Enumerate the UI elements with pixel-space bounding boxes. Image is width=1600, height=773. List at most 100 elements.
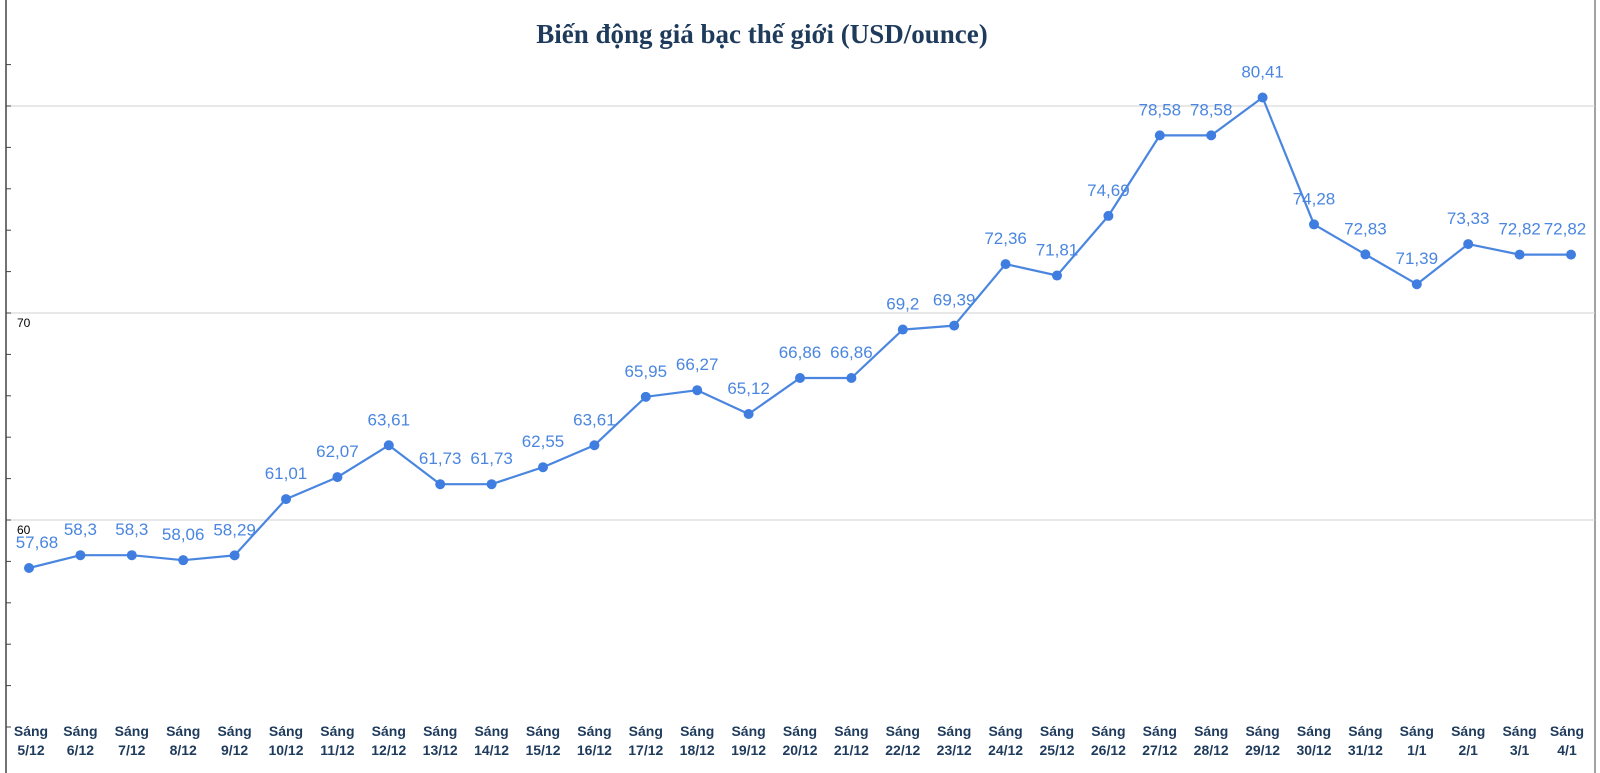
x-tick-label-line2: 14/12 (474, 742, 509, 758)
x-tick-label-line2: 7/12 (118, 742, 145, 758)
data-label: 78,58 (1190, 100, 1233, 119)
data-label: 69,39 (933, 291, 976, 310)
data-point (178, 555, 189, 566)
x-tick-label-line2: 18/12 (680, 742, 715, 758)
data-point (1309, 219, 1319, 230)
data-point (1566, 249, 1576, 260)
data-point (949, 320, 960, 331)
x-tick-label-line2: 25/12 (1039, 742, 1074, 758)
data-label: 66,86 (830, 343, 873, 362)
data-label: 58,3 (115, 520, 148, 539)
x-tick-label-line1: Sáng (1194, 723, 1228, 739)
data-label: 72,82 (1544, 220, 1587, 239)
x-tick-label-line1: Sáng (217, 723, 251, 739)
x-tick-label-line2: 19/12 (731, 742, 766, 758)
data-points (24, 92, 1576, 574)
x-tick-label-line1: Sáng (680, 723, 714, 739)
x-tick-label-line1: Sáng (372, 723, 406, 739)
x-axis-tick-labels: Sáng 5/12 Sáng 6/12 Sáng 7/12 Sáng 8/12 Sáng 9/12… (14, 723, 1584, 758)
x-tick-label-line1: Sáng (577, 723, 611, 739)
data-label: 58,29 (213, 520, 256, 539)
x-tick-label-line2: 24/12 (988, 742, 1023, 758)
x-tick-label-line1: Sáng (988, 723, 1022, 739)
x-tick-label-line2: 11/12 (320, 742, 354, 758)
y-axis-minor-ticks (6, 64, 11, 728)
x-tick-label-line2: 27/12 (1142, 742, 1177, 758)
data-point (1463, 239, 1474, 250)
data-point (1103, 210, 1114, 221)
data-point (1411, 279, 1422, 290)
data-label: 61,73 (419, 449, 462, 468)
x-tick-label-line2: 13/12 (423, 742, 458, 758)
data-labels: 57,68 58,3 58,3 58,06 58,29 61,01 62,07 63,61 61… (16, 63, 1587, 553)
data-point (897, 324, 908, 335)
x-tick-label-line2: 5/12 (17, 742, 44, 758)
x-tick-label-line2: 28/12 (1194, 742, 1229, 758)
data-label: 61,73 (470, 449, 513, 468)
data-label: 71,39 (1396, 249, 1439, 268)
data-point (1257, 92, 1268, 103)
data-label: 58,3 (64, 520, 97, 539)
data-label: 57,68 (16, 533, 59, 552)
x-tick-label-line1: Sáng (1143, 723, 1177, 739)
x-tick-label-line2: 15/12 (525, 742, 560, 758)
x-tick-label-line1: Sáng (63, 723, 97, 739)
data-label: 66,86 (779, 343, 822, 362)
gridlines (6, 105, 1595, 521)
data-label: 74,69 (1087, 181, 1130, 200)
x-tick-label-line2: 2/1 (1458, 742, 1478, 758)
data-label: 66,27 (676, 355, 719, 374)
x-tick-label-line1: Sáng (1091, 723, 1125, 739)
data-point (1052, 270, 1062, 281)
x-tick-label-line2: 20/12 (782, 742, 817, 758)
x-tick-label-line2: 8/12 (170, 742, 197, 758)
data-label: 72,83 (1344, 219, 1387, 238)
data-label: 74,28 (1293, 189, 1336, 208)
x-tick-label-line1: Sáng (166, 723, 200, 739)
data-point (589, 440, 600, 451)
data-point (75, 550, 86, 561)
data-label: 73,33 (1447, 209, 1490, 228)
data-point (383, 440, 394, 451)
data-point (229, 550, 240, 561)
x-tick-label-line2: 29/12 (1245, 742, 1280, 758)
data-point (640, 391, 651, 402)
data-point (332, 472, 343, 483)
data-point (1514, 249, 1525, 260)
data-point (126, 550, 137, 561)
x-tick-label-line2: 3/1 (1510, 742, 1530, 758)
x-tick-label-line1: Sáng (783, 723, 817, 739)
x-tick-label-line2: 6/12 (67, 742, 94, 758)
data-label: 65,12 (727, 379, 770, 398)
data-point (486, 479, 497, 490)
data-label: 62,55 (522, 432, 565, 451)
y-axis-tick-labels: 60 70 (17, 316, 31, 537)
x-tick-label-line1: Sáng (269, 723, 303, 739)
data-point (1206, 130, 1217, 141)
x-tick-label-line1: Sáng (629, 723, 663, 739)
data-label: 80,41 (1241, 63, 1284, 82)
x-tick-label-line1: Sáng (1348, 723, 1382, 739)
x-tick-label-line1: Sáng (1400, 723, 1434, 739)
data-point (538, 462, 548, 473)
data-point (1360, 249, 1371, 260)
x-tick-label-line1: Sáng (474, 723, 508, 739)
y-tick-label: 60 (17, 523, 31, 537)
data-point (795, 372, 805, 383)
x-tick-label-line1: Sáng (14, 723, 48, 739)
data-label: 63,61 (368, 410, 411, 429)
data-label: 72,82 (1498, 220, 1541, 239)
x-tick-label-line2: 9/12 (221, 742, 248, 758)
x-tick-label-line2: 16/12 (577, 742, 612, 758)
x-tick-label-line1: Sáng (834, 723, 868, 739)
data-label: 78,58 (1139, 100, 1182, 119)
data-point (1000, 259, 1011, 270)
x-tick-label-line1: Sáng (423, 723, 457, 739)
x-tick-label-line2: 17/12 (628, 742, 663, 758)
x-tick-label-line2: 30/12 (1296, 742, 1331, 758)
x-tick-label-line2: 10/12 (268, 742, 303, 758)
x-tick-label-line1: Sáng (115, 723, 149, 739)
chart-title: Biến động giá bạc thế giới (USD/ounce) (536, 19, 988, 49)
x-tick-label-line1: Sáng (1550, 723, 1584, 739)
